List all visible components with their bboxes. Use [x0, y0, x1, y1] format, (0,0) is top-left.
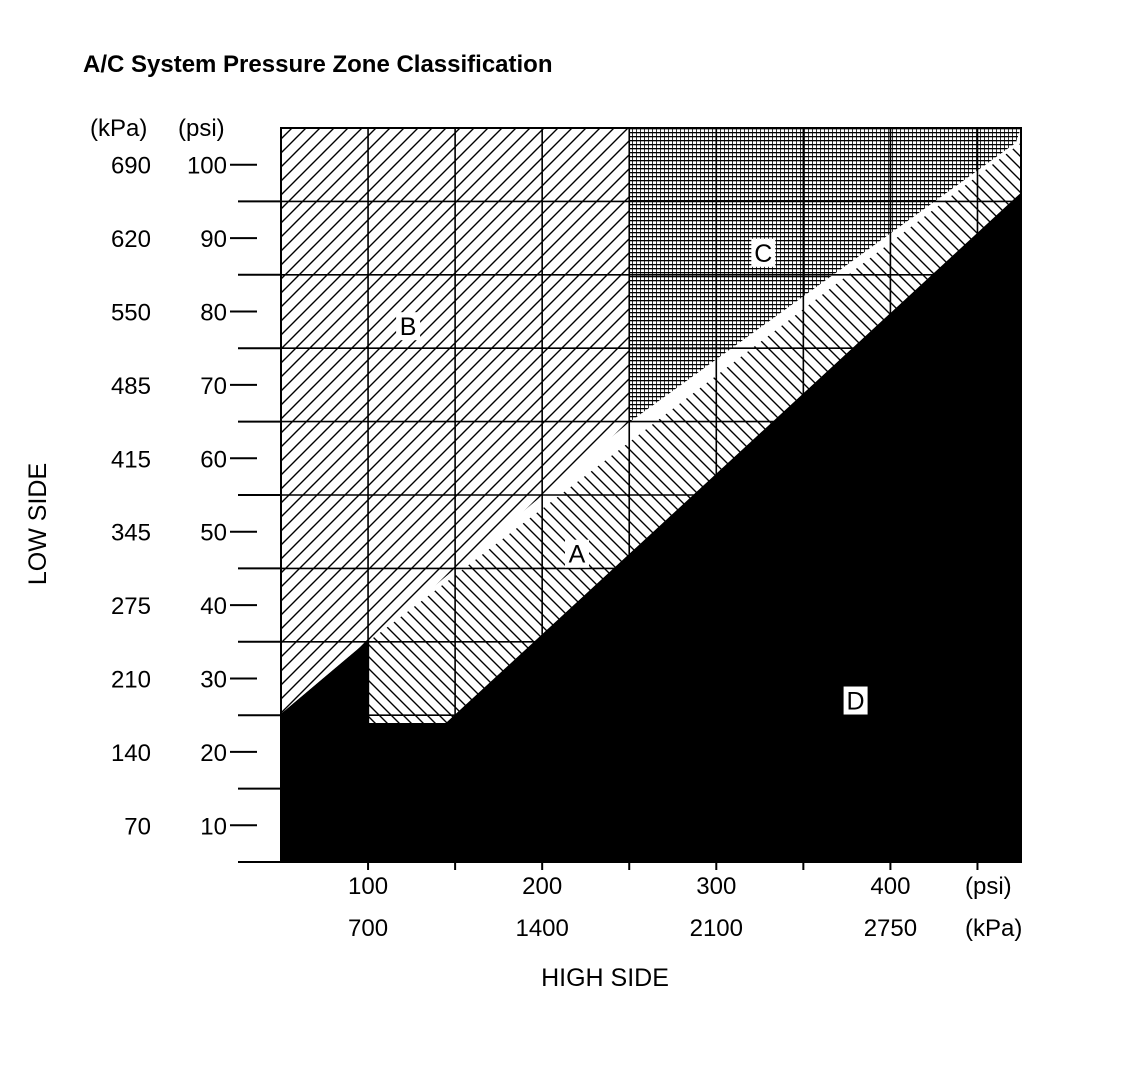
x-axis-title: HIGH SIDE [541, 964, 669, 992]
y-tick-label-kpa: 140 [111, 740, 151, 767]
grid-layer [280, 128, 1022, 863]
x-tick-label-psi: 200 [522, 873, 562, 900]
y-tick-label-kpa: 485 [111, 373, 151, 400]
y-unit-kpa: (kPa) [90, 115, 147, 142]
y-axis-title: LOW SIDE [24, 463, 52, 585]
x-tick-label-kpa: 2100 [690, 915, 743, 942]
x-tick-label-kpa: 700 [348, 915, 388, 942]
y-tick-label-psi: 100 [187, 153, 227, 180]
zone-label-box [396, 312, 421, 341]
x-tick-label-kpa: 2750 [864, 915, 917, 942]
zone-label-box [565, 539, 589, 568]
y-unit-psi: (psi) [178, 115, 225, 142]
y-tick-label-kpa: 70 [124, 813, 151, 840]
y-tick-label-psi: 70 [200, 373, 227, 400]
zone-label-b: B [400, 313, 417, 341]
axis-layer: 690 100 620 90 550 80 485 70 415 60 345 50 275 40 210 3… [111, 153, 1021, 942]
zone-label-c: C [754, 240, 772, 268]
y-tick-label-psi: 60 [200, 446, 227, 473]
y-tick-label-kpa: 415 [111, 446, 151, 473]
x-tick-label-psi: 400 [870, 873, 910, 900]
zone-label-d: D [847, 688, 865, 716]
x-tick-label-psi: 300 [696, 873, 736, 900]
y-tick-label-psi: 30 [200, 667, 227, 694]
y-tick-label-kpa: 620 [111, 226, 151, 253]
y-tick-label-psi: 10 [200, 813, 227, 840]
zone-a-area [368, 142, 1022, 724]
y-tick-label-kpa: 345 [111, 520, 151, 547]
x-tick-label-psi: 100 [348, 873, 388, 900]
y-tick-label-kpa: 550 [111, 300, 151, 327]
y-tick-label-kpa: 690 [111, 153, 151, 180]
x-unit-psi: (psi) [965, 873, 1012, 900]
y-tick-label-kpa: 210 [111, 667, 151, 694]
chart-title: A/C System Pressure Zone Classification [83, 51, 553, 78]
x-unit-kpa: (kPa) [965, 915, 1022, 942]
y-tick-label-psi: 90 [200, 226, 227, 253]
y-tick-label-psi: 50 [200, 520, 227, 547]
y-tick-label-kpa: 275 [111, 593, 151, 620]
x-tick-label-kpa: 1400 [515, 915, 568, 942]
y-tick-label-psi: 20 [200, 740, 227, 767]
y-tick-label-psi: 40 [200, 593, 227, 620]
zone-label-box [843, 686, 868, 715]
zone-label-box [751, 238, 776, 267]
zone-label-layer: A B C D [396, 238, 868, 716]
y-tick-label-psi: 80 [200, 300, 227, 327]
zone-label-a: A [569, 541, 586, 569]
